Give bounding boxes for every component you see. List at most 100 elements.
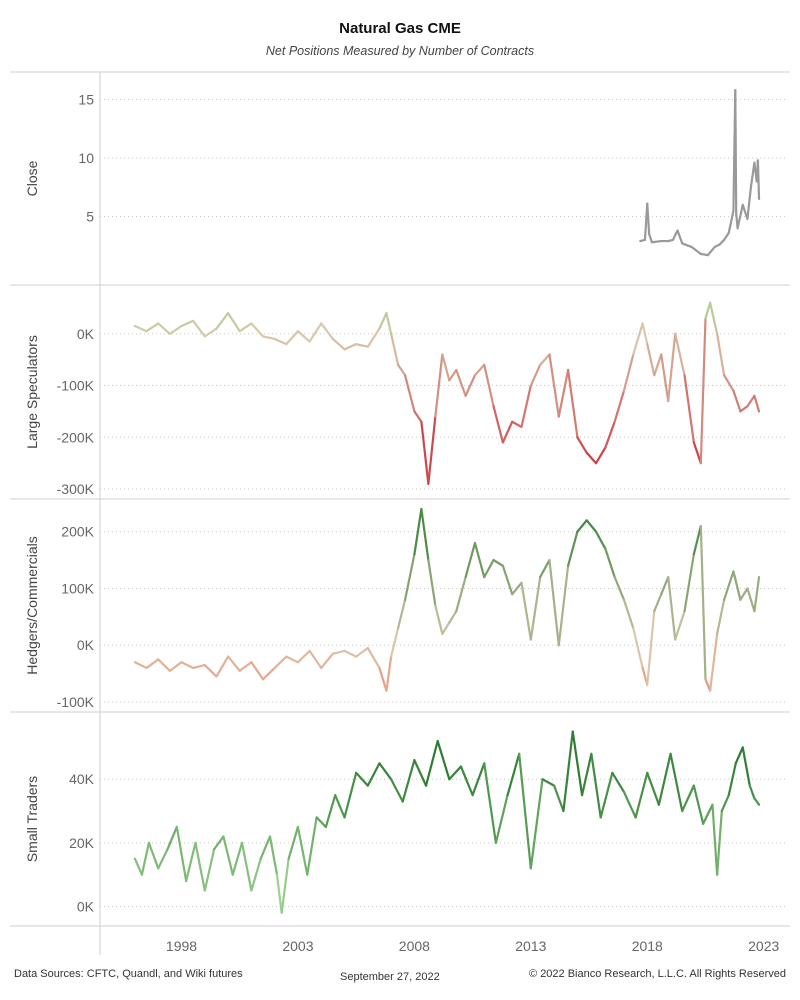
series-line-segment (622, 598, 635, 630)
series-line-segment (320, 322, 334, 341)
series-line-segment (287, 825, 300, 860)
series-line-segment (716, 598, 726, 635)
series-line-segment (702, 803, 714, 825)
series-line-segment (727, 209, 735, 234)
series-line-segment (194, 841, 206, 892)
series-line-segment (576, 436, 588, 454)
series-line-segment (203, 664, 218, 678)
series-line-segment (683, 553, 695, 613)
series-line-segment (632, 322, 644, 356)
series-line-segment (746, 587, 756, 613)
series-line-segment (175, 825, 188, 883)
series-line-segment (580, 752, 593, 797)
series-line-segment (261, 335, 276, 341)
series-line-segment (259, 835, 272, 860)
series-line-segment (676, 229, 684, 245)
series-line-segment (185, 841, 197, 883)
series-line-segment (739, 405, 749, 413)
series-line-segment (140, 841, 151, 876)
series-line-segment (133, 857, 144, 876)
series-line-segment (441, 353, 451, 382)
series-line-segment (557, 368, 570, 418)
series-line-segment (699, 317, 707, 465)
series-line-segment (511, 581, 523, 596)
series-line-segment (576, 519, 588, 533)
series-line-segment (718, 238, 726, 246)
series-line-segment (501, 564, 514, 596)
series-line-segment (203, 848, 216, 892)
series-line-segment (434, 353, 444, 418)
series-line-segment (133, 324, 148, 333)
series-line-segment (669, 752, 684, 813)
series-line-segment (157, 848, 169, 870)
series-line-segment (753, 797, 761, 806)
series-line-segment (355, 771, 369, 787)
series-line-segment (746, 186, 753, 220)
series-line-segment (226, 655, 241, 672)
series-line-segment (699, 252, 709, 257)
series-line-segment (343, 343, 358, 351)
series-line-segment (145, 658, 160, 670)
series-line-segment (594, 530, 607, 550)
series-line-segment (324, 794, 337, 829)
y-tick-label: 200K (61, 524, 94, 540)
chart-subtitle: Net Positions Measured by Number of Cont… (265, 44, 535, 58)
series-line-segment (343, 649, 358, 658)
series-line-segment (483, 558, 495, 579)
series-line-segment (732, 570, 742, 601)
series-line-segment (613, 576, 626, 601)
series-line-segment (641, 322, 649, 346)
series-line-segment (285, 655, 300, 664)
series-line-segment (231, 841, 244, 876)
series-line-segment (355, 646, 369, 658)
y-tick-label: 20K (69, 835, 95, 851)
series-line-segment (734, 89, 738, 216)
series-line-segment (704, 301, 712, 320)
series-line-segment (590, 752, 602, 819)
series-line-segment (541, 778, 556, 787)
series-line-segment (133, 661, 148, 670)
series-line-segment (168, 324, 183, 335)
series-line-segment (280, 857, 290, 914)
series-line-segment (331, 649, 346, 655)
series-line-segment (343, 771, 358, 819)
series-line-segment (378, 762, 393, 781)
series-line-segment (203, 327, 218, 338)
series-line-segment (483, 363, 495, 408)
series-line-segment (250, 857, 262, 892)
series-line-segment (667, 332, 677, 403)
series-line-segment (720, 794, 730, 813)
series-line-segment (366, 646, 381, 670)
series-line-segment (240, 841, 253, 892)
chart-title: Natural Gas CME (339, 20, 461, 37)
series-line-segment (273, 655, 288, 670)
series-line-segment (378, 666, 388, 692)
series-line-segment (539, 558, 551, 579)
series-line-segment (180, 661, 195, 670)
y-tick-label: -300K (57, 481, 95, 497)
series-line-segment (529, 576, 542, 641)
series-line-segment (553, 784, 565, 813)
series-line-segment (385, 312, 393, 335)
series-line-segment (213, 835, 225, 851)
series-line-segment (557, 564, 570, 647)
series-line-segment (215, 655, 230, 678)
series-line-segment (275, 873, 283, 914)
series-line-segment (448, 610, 458, 624)
series-line-segment (306, 816, 318, 876)
series-line-segment (366, 327, 381, 348)
series-line-segment (403, 553, 416, 601)
series-line-segment (723, 570, 735, 601)
series-line-segment (250, 322, 265, 338)
series-line-segment (308, 322, 323, 343)
series-line-segment (413, 759, 428, 787)
series-line-segment (622, 353, 635, 392)
series-line-segment (548, 353, 560, 418)
y-tick-label: -100K (57, 694, 95, 710)
series-line-segment (320, 652, 334, 670)
copyright-note: © 2022 Bianco Research, L.L.C. All Right… (529, 968, 786, 980)
series-line-segment (238, 661, 253, 672)
series-line-segment (448, 765, 463, 781)
series-line-segment (756, 159, 761, 201)
series-line-segment (741, 746, 751, 787)
